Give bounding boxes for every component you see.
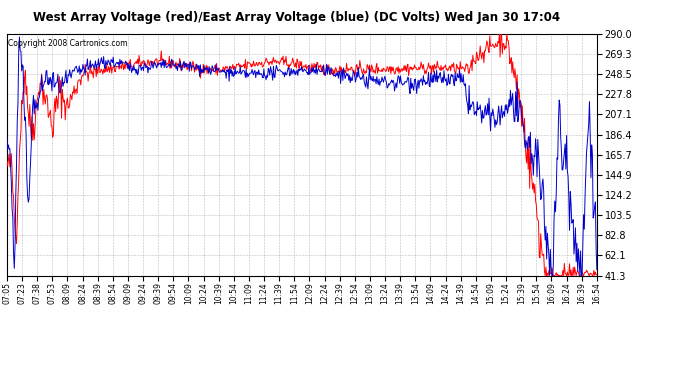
Text: West Array Voltage (red)/East Array Voltage (blue) (DC Volts) Wed Jan 30 17:04: West Array Voltage (red)/East Array Volt… bbox=[33, 11, 560, 24]
Text: Copyright 2008 Cartronics.com: Copyright 2008 Cartronics.com bbox=[8, 39, 128, 48]
